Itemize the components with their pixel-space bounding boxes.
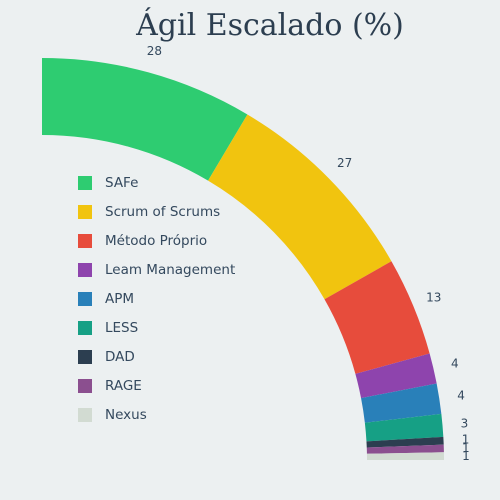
slice-1	[208, 114, 392, 300]
legend-item[interactable]: DAD	[78, 343, 235, 372]
legend-label: SAFe	[105, 174, 139, 191]
legend-swatch	[78, 175, 92, 190]
slice-6	[366, 436, 444, 448]
legend-swatch	[78, 291, 92, 306]
slice-2	[324, 261, 430, 374]
slice-7	[366, 444, 444, 454]
legend-item[interactable]: Leam Management	[78, 255, 235, 284]
slices-group	[42, 58, 444, 460]
legend-swatch	[78, 379, 92, 394]
legend-swatch	[78, 321, 92, 336]
chart-title: Ágil Escalado (%)	[136, 8, 404, 43]
legend-item[interactable]: RAGE	[78, 372, 235, 401]
legend-swatch	[78, 262, 92, 277]
legend-label: DAD	[105, 349, 135, 366]
legend-label: Scrum of Scrums	[105, 203, 221, 220]
legend-label: RAGE	[105, 378, 142, 395]
value-label-0: 28	[147, 44, 162, 58]
value-label-3: 4	[451, 356, 459, 370]
value-label-7: 1	[462, 441, 470, 455]
value-label-6: 1	[462, 433, 470, 447]
legend-item[interactable]: Scrum of Scrums	[78, 197, 235, 226]
value-label-1: 27	[337, 156, 352, 170]
slice-4	[361, 383, 442, 423]
value-label-8: 1	[462, 449, 470, 463]
value-label-4: 4	[457, 388, 465, 402]
legend-item[interactable]: SAFe	[78, 168, 235, 197]
value-label-5: 3	[461, 416, 469, 430]
legend-item[interactable]: Nexus	[78, 401, 235, 430]
legend-item[interactable]: LESS	[78, 313, 235, 342]
slice-0	[42, 58, 248, 181]
slice-3	[355, 353, 437, 399]
slice-5	[364, 413, 444, 442]
legend-label: APM	[105, 290, 135, 307]
legend-label: Leam Management	[105, 261, 236, 278]
legend-swatch	[78, 408, 92, 423]
value-label-2: 13	[426, 291, 441, 305]
legend-label: Método Próprio	[105, 232, 208, 249]
legend-label: LESS	[105, 320, 139, 337]
legend-label: Nexus	[105, 407, 147, 424]
slice-8	[366, 452, 444, 460]
legend-item[interactable]: Método Próprio	[78, 226, 235, 255]
legend-swatch	[78, 204, 92, 219]
legend-item[interactable]: APM	[78, 284, 235, 313]
legend: SAFe Scrum of Scrums Método Próprio Leam Ma…	[78, 168, 235, 430]
legend-swatch	[78, 350, 92, 365]
legend-swatch	[78, 233, 92, 248]
